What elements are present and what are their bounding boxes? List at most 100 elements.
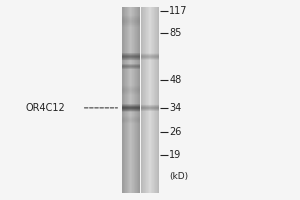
Bar	[140, 7, 141, 193]
Text: 26: 26	[169, 127, 182, 137]
Bar	[146, 7, 147, 193]
Bar	[141, 107, 159, 108]
Bar	[122, 15, 140, 16]
Bar	[138, 7, 139, 193]
Bar	[122, 87, 140, 88]
Bar	[122, 18, 140, 19]
Bar	[141, 59, 159, 60]
Text: 85: 85	[169, 28, 182, 38]
Bar	[122, 109, 140, 110]
Bar	[144, 7, 145, 193]
Bar	[122, 123, 140, 124]
Bar	[134, 7, 135, 193]
Bar	[151, 7, 152, 193]
Bar	[122, 91, 140, 92]
Bar	[126, 7, 127, 193]
Bar	[135, 7, 136, 193]
Bar	[142, 7, 143, 193]
Bar	[122, 16, 140, 17]
Bar	[122, 110, 140, 111]
Bar	[143, 7, 144, 193]
Bar	[141, 110, 159, 111]
Text: 34: 34	[169, 103, 182, 113]
Bar	[125, 7, 126, 193]
Bar	[152, 7, 153, 193]
Bar	[122, 89, 140, 90]
Bar	[123, 7, 124, 193]
Bar	[141, 56, 159, 57]
Bar	[122, 57, 140, 58]
Text: OR4C12: OR4C12	[25, 103, 65, 113]
Bar	[155, 7, 156, 193]
Bar	[153, 7, 154, 193]
Bar	[150, 7, 151, 193]
Bar	[122, 60, 140, 61]
Bar	[141, 109, 159, 110]
Bar	[141, 57, 159, 58]
Bar	[122, 59, 140, 60]
Bar	[131, 7, 132, 193]
Bar	[122, 122, 140, 123]
Bar	[122, 106, 140, 107]
Bar	[141, 7, 142, 193]
Bar	[122, 17, 140, 18]
Bar	[122, 93, 140, 94]
Bar	[122, 21, 140, 22]
Bar	[122, 111, 140, 112]
Bar	[156, 7, 157, 193]
Bar	[141, 105, 159, 106]
Bar	[122, 94, 140, 95]
Bar	[124, 7, 125, 193]
Bar	[122, 104, 140, 105]
Bar	[141, 104, 159, 105]
Bar	[122, 121, 140, 122]
Bar	[141, 58, 159, 59]
Bar	[122, 119, 140, 120]
Bar	[122, 54, 140, 55]
Bar	[129, 7, 130, 193]
Bar	[122, 88, 140, 89]
Bar	[122, 53, 140, 54]
Text: 117: 117	[169, 6, 188, 16]
Bar	[133, 7, 134, 193]
Bar	[122, 25, 140, 26]
Bar	[122, 85, 140, 86]
Bar	[130, 7, 131, 193]
Bar	[122, 90, 140, 91]
Bar	[122, 22, 140, 23]
Bar	[149, 7, 150, 193]
Bar	[139, 7, 140, 193]
Bar	[127, 7, 128, 193]
Bar	[122, 20, 140, 21]
Bar	[137, 7, 138, 193]
Bar	[122, 55, 140, 56]
Bar	[122, 92, 140, 93]
Bar	[132, 7, 133, 193]
Bar	[128, 7, 129, 193]
Text: 19: 19	[169, 150, 182, 160]
Text: (kD): (kD)	[169, 172, 188, 181]
Bar	[141, 106, 159, 107]
Bar	[122, 117, 140, 118]
Bar	[122, 56, 140, 57]
Bar	[141, 108, 159, 109]
Bar	[122, 105, 140, 106]
Bar	[122, 107, 140, 108]
Bar	[141, 54, 159, 55]
Text: 48: 48	[169, 75, 182, 85]
Bar	[122, 108, 140, 109]
Bar	[122, 86, 140, 87]
Bar	[154, 7, 155, 193]
Bar	[158, 7, 159, 193]
Bar	[157, 7, 158, 193]
Bar	[122, 118, 140, 119]
Bar	[141, 55, 159, 56]
Bar	[141, 53, 159, 54]
Bar	[122, 116, 140, 117]
Bar	[145, 7, 146, 193]
Bar	[122, 58, 140, 59]
Bar	[122, 19, 140, 20]
Bar	[122, 120, 140, 121]
Bar	[122, 24, 140, 25]
Bar	[122, 7, 123, 193]
